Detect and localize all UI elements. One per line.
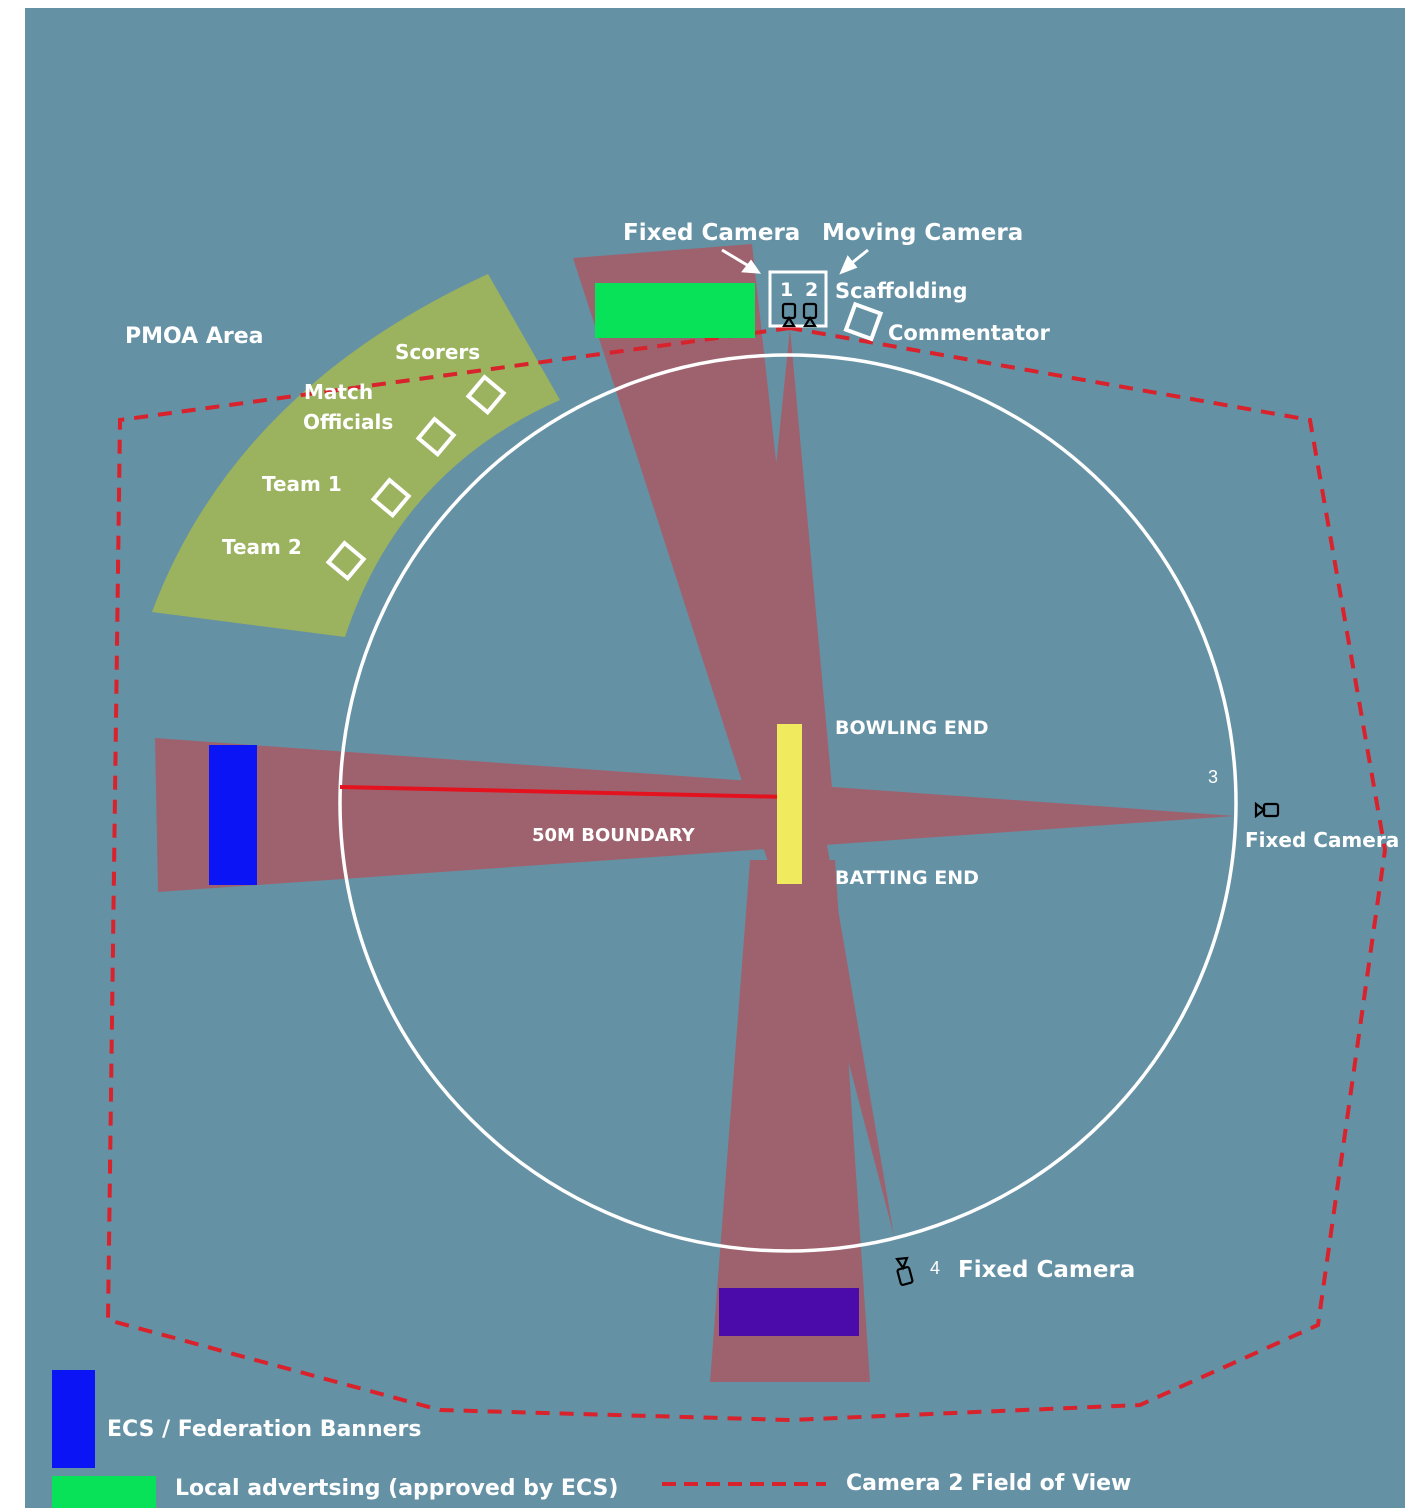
fixed-camera-arrow [721, 248, 762, 274]
moving-camera-label: Moving Camera [822, 220, 1023, 246]
boundary-50m-label: 50M BOUNDARY [532, 825, 696, 846]
commentator-booth-icon [843, 301, 884, 342]
legend-local-advertising-label: Local advertsing (approved by ECS) [175, 1476, 618, 1501]
fixed-camera-top-label: Fixed Camera [623, 220, 800, 246]
scorers-label: Scorers [395, 340, 480, 364]
match-label: Match [304, 380, 373, 404]
batting-end-label: BATTING END [835, 867, 979, 889]
banner-south [719, 1288, 859, 1336]
bowling-end-label: BOWLING END [835, 717, 989, 739]
camera4-icon [895, 1256, 914, 1286]
team2-label: Team 2 [222, 535, 302, 559]
legend-local-advertising-swatch [52, 1476, 156, 1508]
local-advertising-banner-north [595, 283, 755, 338]
camera4-number: 4 [930, 1258, 940, 1278]
scaffold-camera2-number: 2 [805, 279, 818, 301]
boundary-circle [338, 353, 1238, 1253]
camera4-label: Fixed Camera [958, 1257, 1135, 1283]
camera-fields-of-view [155, 244, 1235, 1382]
scorers-booth-icon [465, 374, 507, 416]
officials-label: Officials [303, 410, 393, 434]
camera3-icon [1254, 801, 1280, 819]
team2-booth-icon [325, 540, 367, 582]
legend-camera2-fov-label: Camera 2 Field of View [846, 1471, 1131, 1496]
camera2-field-of-view-outline [105, 326, 1388, 1423]
pitch [777, 724, 802, 884]
legend-ecs-label: ECS / Federation Banners [107, 1417, 422, 1442]
scaffold-camera1-number: 1 [780, 279, 793, 301]
boundary-radius-line [339, 785, 789, 799]
pmoa-area [152, 274, 560, 637]
legend: ECS / Federation Banners Local advertsin… [52, 1370, 1131, 1508]
commentator-label: Commentator [888, 321, 1050, 345]
scaffolding-box [768, 270, 828, 328]
camera1-icon [781, 302, 797, 328]
camera4-field-of-view-south [710, 860, 870, 1382]
ecs-banner-west [209, 745, 257, 885]
camera3-label: Fixed Camera [1245, 828, 1399, 852]
pmoa-area-label: PMOA Area [125, 324, 263, 349]
scaffolding-label: Scaffolding [835, 279, 968, 303]
match-officials-booth-icon [415, 416, 457, 458]
camera2-center-field-of-view [740, 328, 835, 820]
legend-ecs-swatch [52, 1370, 95, 1468]
camera2-icon [802, 302, 818, 328]
team1-booth-icon [370, 477, 412, 519]
moving-camera-arrow [839, 248, 869, 275]
camera3-number: 3 [1208, 767, 1218, 787]
camera3-field-of-view [155, 738, 1235, 892]
team1-label: Team 1 [262, 472, 342, 496]
